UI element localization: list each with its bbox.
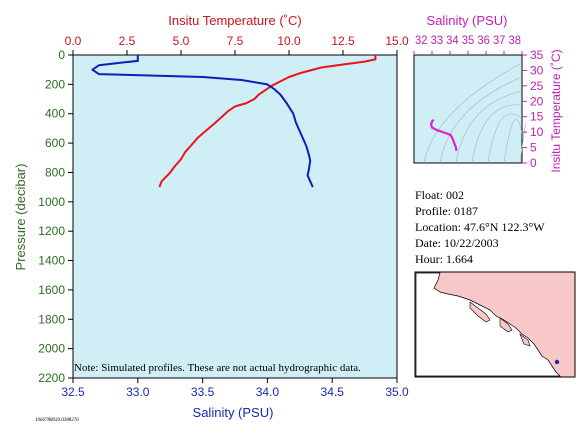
temperature-tick-label: 12.5 [331,34,355,48]
pressure-tick-label: 0 [58,48,65,62]
simulation-note: Note: Simulated profiles. These are not … [74,362,361,374]
salinity-axis-title: Salinity (PSU) [193,405,274,420]
profile-series [91,55,377,188]
pressure-tick-label: 400 [45,107,65,121]
temperature-tick-label: 2.5 [119,34,136,48]
map-islands [469,301,531,347]
ts-x-axis-title: Salinity (PSU) [427,13,508,28]
temperature-axis: 0.0 2.5 5.0 7.5 10.0 12.5 15.0 [65,34,409,55]
ts-y-tick-label: 20 [530,94,544,108]
pressure-tick-label: 1200 [38,224,65,238]
date: Date: 10/22/2003 [415,236,499,250]
salinity-profile-line [91,55,314,188]
pressure-tick-label: 800 [45,165,65,179]
float-location-marker [554,359,560,365]
salinity-tick-label: 33.5 [191,385,215,399]
temperature-tick-label: 10.0 [277,34,301,48]
temperature-tick-label: 7.5 [227,34,244,48]
ts-y-tick-label: 30 [530,63,544,77]
ts-y-tick-label: 15 [530,110,544,124]
pressure-tick-label: 1400 [38,254,65,268]
temperature-tick-label: 15.0 [385,34,409,48]
pressure-axis-title: Pressure (decibar) [13,164,28,271]
map-ocean [415,272,561,377]
ts-x-tick-labels: 32 33 34 35 36 37 38 [415,33,521,47]
ts-curve-line [430,118,458,151]
density-contour [423,62,523,164]
density-contour [439,76,523,164]
pressure-tick-label: 1600 [38,283,65,297]
float-id: Float: 002 [415,188,465,202]
pressure-tick-label: 2200 [38,371,65,385]
float-info-panel: Float: 002 Profile: 0187 Location: 47.6°… [415,187,545,267]
density-contours [423,62,526,164]
density-contour [503,119,523,164]
pressure-tick-label: 1000 [38,195,65,209]
ts-y-tick-label: 35 [530,48,544,62]
pressure-tick-label: 200 [45,77,65,91]
salinity-tick-label: 34.5 [321,385,345,399]
pressure-tick-label: 2000 [38,342,65,356]
temperature-tick-label: 5.0 [173,34,190,48]
salinity-tick-label: 35.0 [385,385,409,399]
temperature-profile-line [158,55,377,188]
density-contour [519,122,526,164]
pressure-axis: 0 200 400 600 800 1000 1200 1400 1600 1800 2000 220… [38,48,73,385]
pressure-tick-label: 600 [45,136,65,150]
temperature-axis-title: Insitu Temperature (˚C) [168,13,301,28]
profile-chart: 0 200 400 600 800 1000 1200 1400 1600 1800 2000 220… [13,13,409,420]
density-contour [455,90,523,164]
salinity-tick-label: 34.0 [256,385,280,399]
salinity-tick-label: 33.0 [126,385,150,399]
ts-plot-area [413,54,523,164]
ts-y-tick-label: 25 [530,79,544,93]
ts-y-axis-title: Insitu Temperature (˚C) [549,49,563,172]
density-contour [487,113,523,164]
figure-id: 1066788039.0388276 [35,418,79,423]
density-contour [471,104,523,164]
profile-plot-area [72,54,398,379]
ts-y-tick-label: 10 [530,125,544,139]
temperature-tick-label: 0.0 [65,34,82,48]
profile-number: Profile: 0187 [415,204,478,218]
ts-y-tick-label: 5 [530,141,537,155]
hour: Hour: 1.664 [415,252,473,266]
location-map [414,271,576,378]
location: Location: 47.6°N 122.3°W [415,220,545,234]
salinity-axis: 32.5 33.0 33.5 34.0 34.5 35.0 [61,378,409,399]
salinity-tick-label: 32.5 [61,385,85,399]
ts-series [430,118,458,151]
ts-y-tick-label: 0 [530,156,537,170]
pressure-tick-label: 1800 [38,312,65,326]
